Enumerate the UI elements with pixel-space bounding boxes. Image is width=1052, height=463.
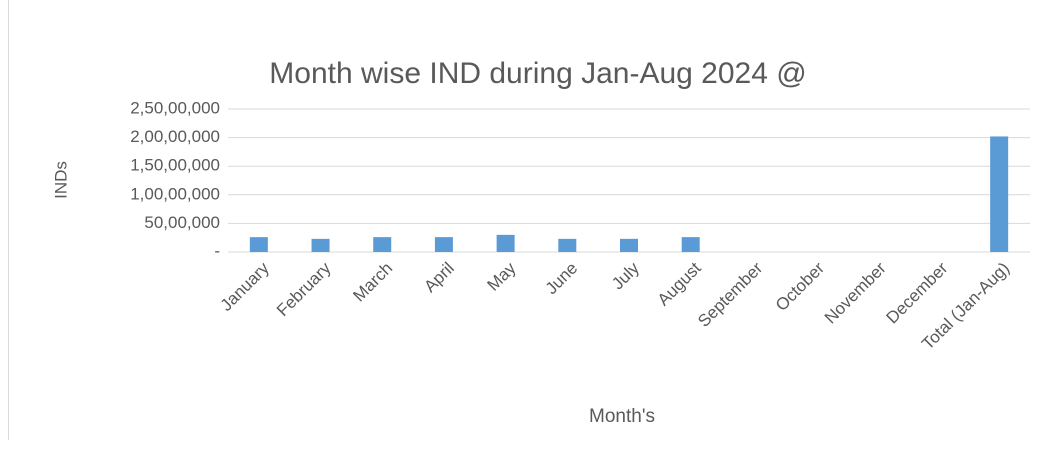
x-tick-label: May — [483, 258, 519, 294]
x-tick-label: February — [273, 258, 335, 320]
bar — [620, 238, 638, 252]
y-tick-label: 2,50,00,000 — [130, 98, 220, 117]
x-axis-title: Month's — [589, 406, 655, 427]
bar — [311, 238, 330, 252]
x-tick-label: June — [542, 259, 582, 299]
y-tick-label: 2,00,00,000 — [130, 127, 220, 146]
bar — [373, 237, 392, 252]
y-axis-title: INDs — [51, 161, 70, 199]
bar — [434, 237, 453, 252]
x-tick-label: October — [772, 258, 828, 314]
bar — [496, 234, 515, 252]
bar — [249, 237, 268, 252]
y-tick-label: 50,00,000 — [144, 213, 220, 232]
bar — [558, 238, 577, 252]
y-tick-label: 1,50,00,000 — [130, 156, 220, 175]
y-tick-label: 1,00,00,000 — [130, 184, 220, 203]
bar — [990, 136, 1009, 252]
x-tick-label: January — [217, 258, 274, 315]
chart-title: Month wise IND during Jan-Aug 2024 @ — [269, 57, 806, 90]
y-tick-label: - — [214, 241, 220, 260]
x-tick-label: August — [654, 258, 705, 309]
x-tick-label: July — [608, 258, 643, 293]
x-tick-label: April — [420, 259, 457, 296]
x-tick-label: September — [694, 258, 766, 330]
x-tick-label: March — [349, 259, 396, 306]
x-tick-label: November — [821, 258, 890, 327]
bar — [681, 237, 700, 252]
